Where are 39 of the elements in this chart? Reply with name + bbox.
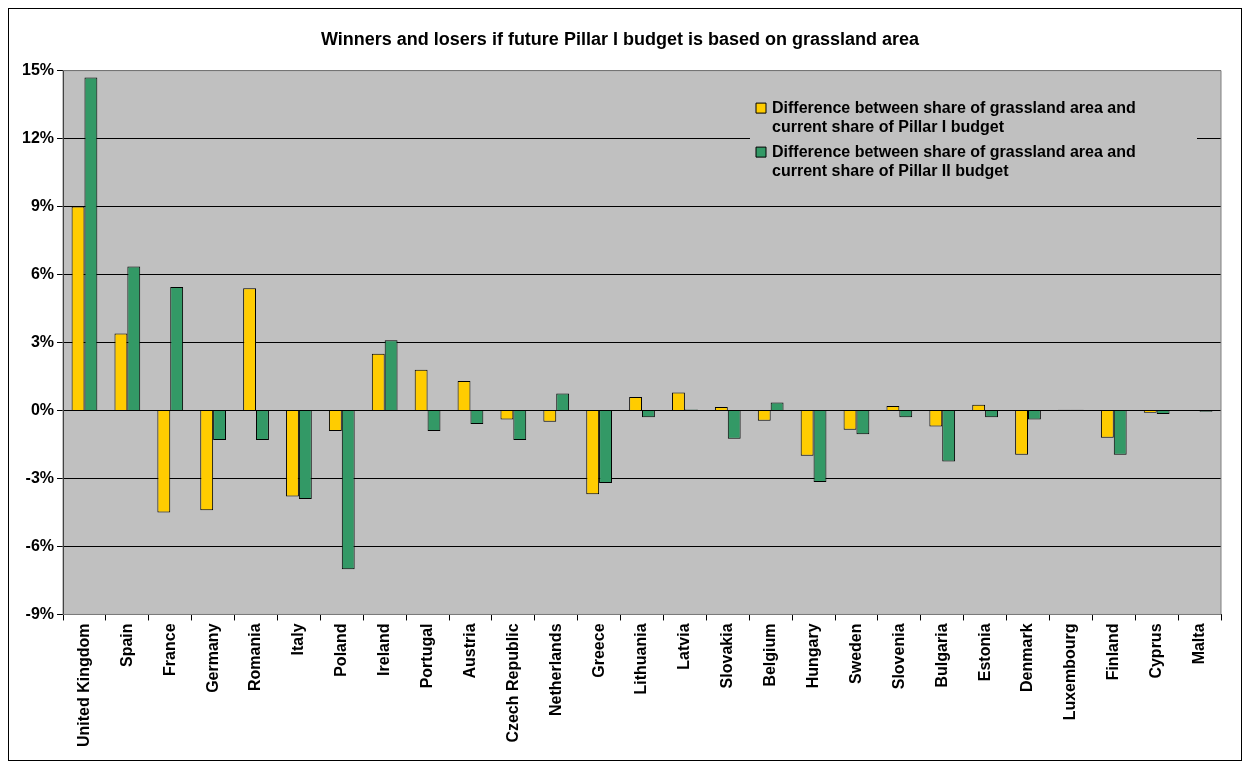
y-tick-label: 15% — [21, 61, 55, 79]
x-tick-label: Poland — [332, 623, 350, 677]
x-tick-label: Slovakia — [718, 623, 736, 689]
x-tick-label: Sweden — [846, 623, 864, 684]
x-tick-label: Italy — [289, 623, 307, 656]
chart-title: Winners and losers if future Pillar I budget is based on grassland area — [321, 28, 920, 49]
x-tick-label: Lithuania — [632, 623, 650, 695]
x-tick-label: France — [160, 623, 178, 676]
x-tick-label: Luxembourg — [1061, 623, 1079, 721]
y-tick-label: 3% — [30, 332, 55, 350]
x-tick-label: Estonia — [975, 623, 993, 682]
x-tick-label: Czech Republic — [503, 623, 521, 743]
x-tick-label: Bulgaria — [932, 623, 950, 688]
y-tick-label: 0% — [30, 400, 55, 418]
x-tick-label: Belgium — [761, 623, 779, 687]
x-tick-label: Slovenia — [889, 623, 907, 690]
x-tick-label: Germany — [203, 623, 221, 693]
x-tick-label: Ireland — [375, 623, 393, 676]
y-tick-label: 12% — [21, 128, 55, 146]
x-tick-label: Greece — [589, 623, 607, 678]
x-tick-label: Finland — [1104, 623, 1122, 681]
x-tick-label: Netherlands — [546, 623, 564, 716]
y-tick-label: -9% — [25, 604, 55, 622]
y-tick-label: -3% — [25, 468, 55, 486]
y-tick-label: -6% — [25, 536, 55, 554]
x-tick-label: United Kingdom — [74, 623, 92, 748]
x-tick-label: Hungary — [803, 623, 821, 689]
x-tick-label: Cyprus — [1147, 623, 1165, 679]
legend-label: Difference between share of grassland area and current share of Pillar II budget — [772, 142, 1136, 179]
x-tick-label: Portugal — [417, 623, 435, 689]
x-tick-label: Malta — [1189, 623, 1207, 665]
x-tick-label: Denmark — [1018, 623, 1036, 692]
x-tick-label: Austria — [460, 623, 478, 679]
legend-label: Difference between share of grassland area and current share of Pillar I budget — [772, 98, 1136, 135]
y-tick-label: 9% — [30, 196, 55, 214]
x-tick-label: Latvia — [675, 623, 693, 670]
y-tick-label: 6% — [30, 264, 55, 282]
x-tick-label: Romania — [246, 623, 264, 692]
x-tick-label: Spain — [117, 623, 135, 668]
